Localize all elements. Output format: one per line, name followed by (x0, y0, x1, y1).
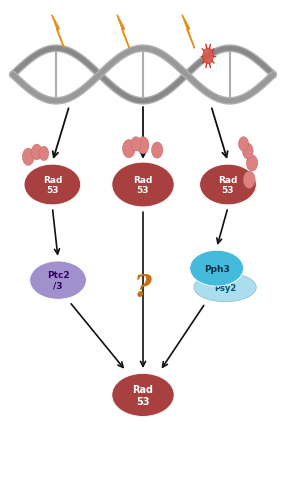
Ellipse shape (190, 251, 244, 287)
Ellipse shape (246, 156, 258, 172)
Text: Pph3: Pph3 (204, 264, 229, 273)
Polygon shape (182, 16, 194, 49)
Text: Psy2: Psy2 (214, 283, 236, 292)
Polygon shape (52, 16, 64, 49)
Ellipse shape (239, 137, 249, 152)
Ellipse shape (203, 49, 214, 65)
Text: Rad
53: Rad 53 (43, 175, 62, 195)
Ellipse shape (112, 373, 174, 417)
Ellipse shape (131, 137, 141, 152)
Ellipse shape (243, 144, 253, 159)
Polygon shape (117, 16, 129, 49)
Ellipse shape (152, 143, 163, 159)
Ellipse shape (22, 149, 34, 166)
Ellipse shape (31, 145, 42, 160)
Polygon shape (182, 16, 194, 49)
Polygon shape (52, 16, 64, 49)
Ellipse shape (112, 163, 174, 207)
Polygon shape (117, 16, 129, 49)
Ellipse shape (24, 165, 81, 205)
Text: ?: ? (134, 272, 152, 303)
Ellipse shape (200, 165, 256, 205)
Ellipse shape (122, 140, 135, 158)
Ellipse shape (39, 147, 49, 161)
Text: Rad
53: Rad 53 (132, 384, 154, 406)
Ellipse shape (243, 172, 255, 189)
Ellipse shape (30, 262, 86, 300)
Ellipse shape (194, 274, 256, 302)
Text: Rad
53: Rad 53 (218, 175, 238, 195)
Text: Ptc2
/3: Ptc2 /3 (47, 271, 69, 290)
Ellipse shape (137, 137, 149, 155)
Text: Rad
53: Rad 53 (133, 175, 153, 195)
